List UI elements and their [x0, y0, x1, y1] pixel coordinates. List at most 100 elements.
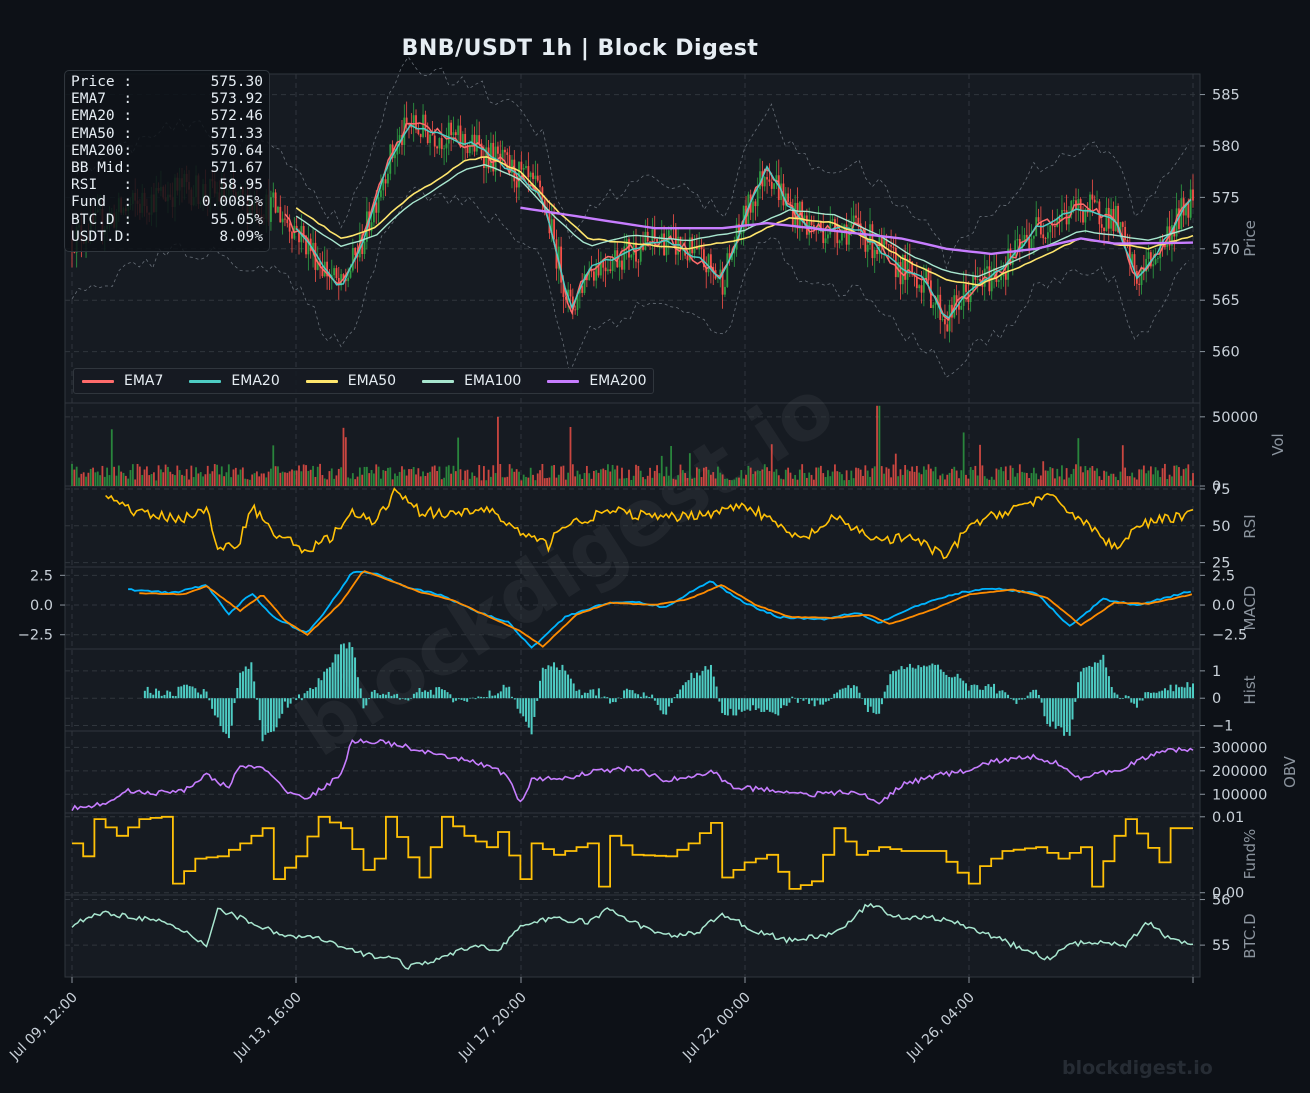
volume-bar — [1159, 477, 1162, 486]
candle-body — [621, 260, 623, 270]
candle-body — [539, 180, 541, 188]
volume-bar — [808, 472, 811, 486]
volume-bar — [513, 471, 516, 486]
hist-bar — [1166, 690, 1169, 699]
candle-body — [1152, 264, 1155, 267]
candle-body — [1030, 238, 1033, 249]
volume-bar — [632, 475, 635, 486]
volume-bar — [869, 476, 871, 486]
candle-body — [478, 135, 481, 144]
volume-bar — [312, 465, 314, 486]
volume-bar — [667, 475, 670, 486]
hist-bar — [715, 686, 718, 699]
hist-bar — [900, 666, 903, 699]
volume-bar — [569, 426, 572, 486]
volume-bar — [717, 466, 719, 486]
volume-bar — [674, 479, 677, 486]
volume-bar — [499, 464, 502, 486]
candle-body — [693, 246, 696, 254]
volume-bar — [791, 478, 794, 486]
volume-bar — [827, 470, 829, 486]
candle-body — [520, 161, 523, 170]
hist-bar — [567, 674, 570, 699]
rsi-line — [105, 487, 1194, 560]
hist-bar — [185, 684, 188, 699]
hist-bar — [1141, 698, 1144, 701]
hist-bar — [443, 690, 446, 699]
candle-body — [986, 266, 988, 269]
candle-body — [1009, 248, 1012, 265]
hist-bar — [1007, 694, 1010, 699]
volume-bar — [316, 466, 319, 486]
candle-body — [557, 246, 560, 269]
info-row-rsi: RSI :58.95 — [71, 177, 263, 194]
volume-bar — [220, 466, 223, 486]
volume-bar — [267, 471, 270, 486]
candle-body — [387, 173, 389, 184]
hist-bar — [1107, 676, 1110, 699]
candle-body — [504, 149, 506, 153]
hist-bar — [407, 698, 410, 701]
hist-bar — [782, 698, 785, 706]
hist-bar — [233, 698, 236, 704]
volume-bar — [169, 471, 172, 486]
volume-bar — [880, 466, 883, 486]
hist-bar — [892, 670, 895, 699]
volume-bar — [639, 470, 642, 486]
info-row-bb-mid: BB Mid: 571.67 — [71, 159, 263, 176]
y-tick-label: 0.0 — [30, 598, 53, 614]
candle-body — [384, 179, 387, 184]
hist-bar — [163, 694, 166, 699]
y-tick-label: 575 — [1212, 190, 1240, 206]
hist-bar — [614, 698, 617, 703]
hist-bar — [211, 698, 214, 709]
candle-body — [763, 177, 766, 187]
hist-bar — [309, 687, 312, 699]
volume-bar — [209, 473, 211, 486]
candle-body — [707, 254, 710, 273]
hist-bar — [757, 698, 760, 709]
hist-bar — [1099, 659, 1102, 699]
candle-body — [422, 114, 424, 137]
candle-body — [777, 175, 780, 201]
hist-bar — [936, 664, 939, 699]
volume-bar — [892, 464, 895, 486]
y-tick-label: 585 — [1212, 88, 1240, 104]
volume-bar — [644, 479, 647, 486]
hist-bars — [143, 642, 1194, 742]
volume-bar — [468, 478, 471, 486]
candle-body — [569, 289, 572, 297]
candle-body — [609, 269, 612, 271]
hist-bar — [466, 698, 469, 702]
volume-bar — [901, 474, 904, 486]
volume-bar — [354, 479, 357, 486]
hist-bar — [328, 667, 331, 699]
candle-body — [1016, 239, 1019, 241]
candle-body — [976, 278, 979, 280]
volume-bar — [557, 474, 560, 486]
hist-bar — [390, 695, 393, 699]
hist-bar — [780, 698, 783, 709]
hist-bar — [216, 698, 219, 718]
candle-body — [1173, 225, 1176, 237]
volume-bar — [1030, 473, 1033, 486]
candle-body — [607, 269, 609, 272]
y-tick-label: 75 — [1212, 482, 1230, 498]
volume-bar — [831, 471, 834, 486]
hist-bar — [774, 698, 777, 715]
hist-bar — [667, 698, 670, 707]
chart-title: BNB/USDT 1h | Block Digest — [401, 36, 759, 61]
candle-body — [639, 246, 642, 262]
candle-body — [653, 229, 656, 240]
hist-bar — [494, 695, 497, 699]
volume-bar — [887, 468, 890, 486]
volume-bar — [160, 469, 162, 486]
legend-item-ema7: EMA7 — [78, 373, 163, 389]
volume-bar — [597, 472, 600, 486]
volume-bar — [873, 466, 876, 486]
candle-body — [398, 135, 401, 143]
volume-bar — [1178, 467, 1180, 486]
ema200-line — [520, 206, 1194, 256]
volume-bar — [534, 480, 537, 486]
